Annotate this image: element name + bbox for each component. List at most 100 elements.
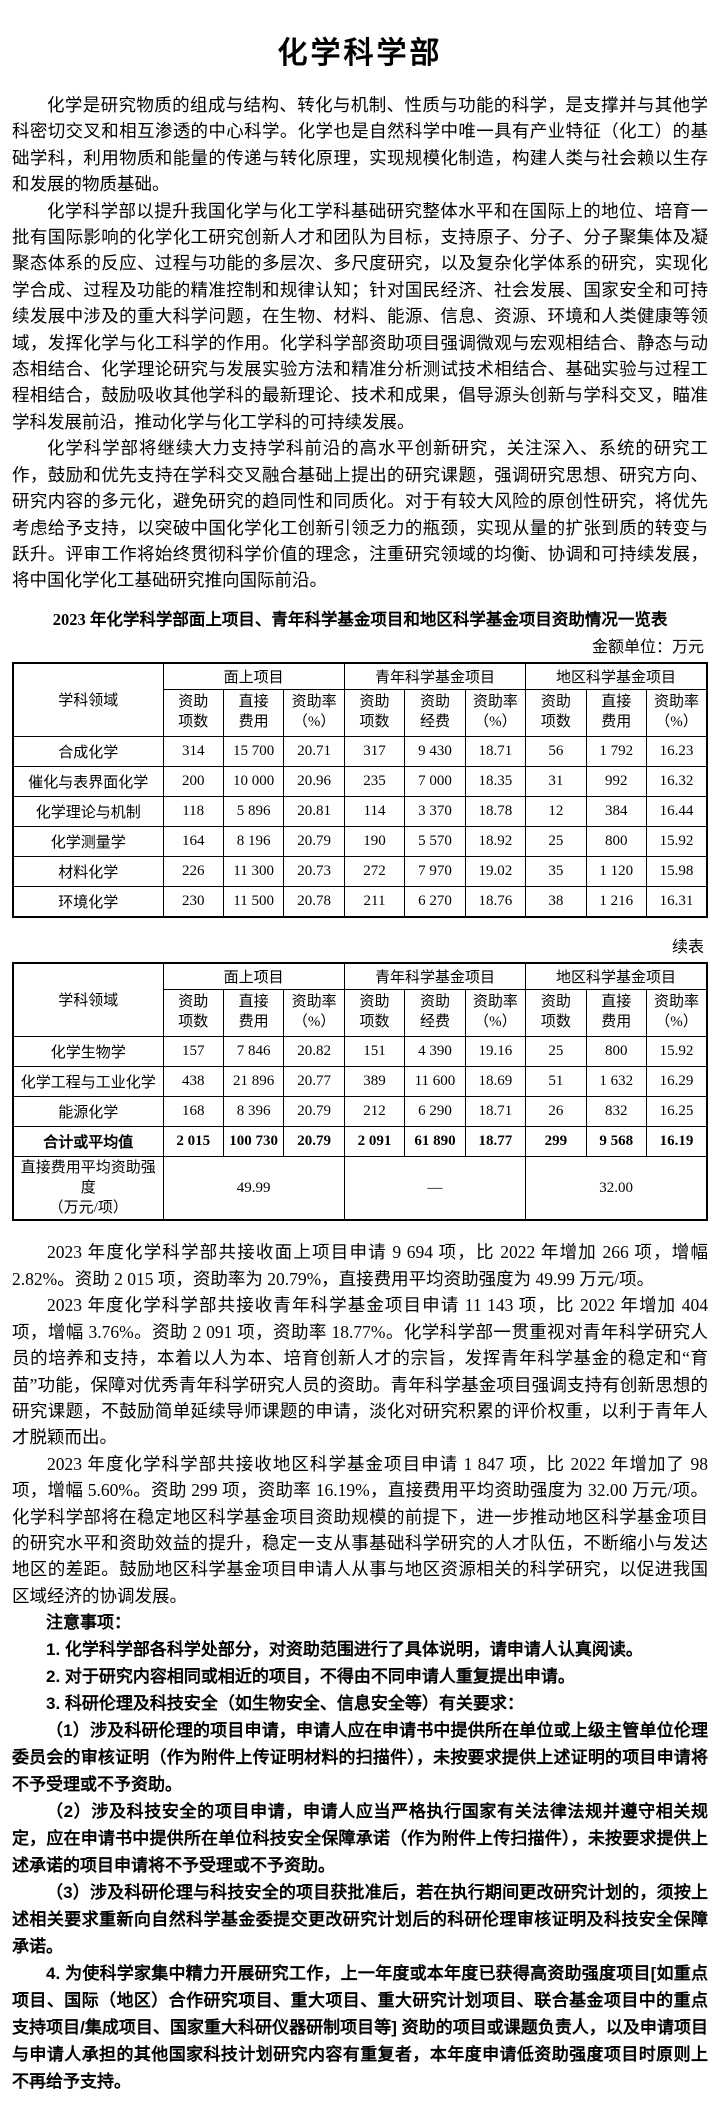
value-cell: 151 — [343, 1035, 406, 1067]
subject-cell: 化学测量学 — [12, 825, 164, 857]
value-cell: 832 — [585, 1095, 648, 1127]
value-cell: 18.78 — [464, 795, 527, 827]
value-cell: 6 290 — [404, 1095, 466, 1127]
value-cell: 1 120 — [585, 855, 648, 887]
value-cell: 1 632 — [585, 1065, 648, 1097]
value-cell: 7 000 — [404, 765, 466, 797]
value-cell: 21 896 — [222, 1065, 285, 1097]
table-header: 学科领域 面上项目 青年科学基金项目 地区科学基金项目 资助 项数 直接 费用 资助率 （%… — [12, 662, 708, 737]
value-cell: 3 370 — [404, 795, 466, 827]
value-cell: 8 196 — [222, 825, 285, 857]
column-header: 资助 项数 — [162, 988, 224, 1037]
header-cols-row: 资助 项数 直接 费用 资助率 （%） 资助 项数 资助 经费 资助率 （%） 资助 项数直… — [13, 988, 708, 1037]
table-row: 能源化学 168 8 396 20.79 212 6 290 18.71 26 832 16.25 — [12, 1095, 708, 1127]
value-cell: 235 — [343, 765, 406, 797]
value-cell: 56 — [525, 735, 587, 767]
table-row: 环境化学 230 11 500 20.78 211 6 270 18.76 38 1 216 16… — [12, 885, 708, 918]
subject-cell: 催化与表界面化学 — [12, 765, 164, 797]
value-cell: 2 091 — [343, 1125, 406, 1157]
value-cell: 26 — [525, 1095, 587, 1127]
value-cell: 9 568 — [585, 1125, 648, 1157]
group-header: 面上项目 — [162, 662, 345, 690]
value-cell: 61 890 — [404, 1125, 466, 1157]
value-cell: 230 — [162, 885, 224, 918]
table-row: 材料化学 226 11 300 20.73 272 7 970 19.02 35 1 120 15… — [12, 855, 708, 887]
value-cell: 18.92 — [464, 825, 527, 857]
subject-cell: 化学工程与工业化学 — [12, 1065, 164, 1097]
value-cell: 31 — [525, 765, 587, 797]
value-cell: 20.82 — [283, 1035, 345, 1067]
table-row: 化学测量学 164 8 196 20.79 190 5 570 18.92 25 800 15.9… — [12, 825, 708, 857]
value-cell: 18.71 — [464, 1095, 527, 1127]
column-header: 资助率 （%） — [464, 988, 527, 1037]
subject-cell: 环境化学 — [12, 885, 164, 918]
intensity-value-cell: — — [343, 1155, 527, 1221]
value-cell: 18.77 — [464, 1125, 527, 1157]
value-cell: 800 — [585, 1035, 648, 1067]
notes-items: 1. 化学科学部各科学处部分，对资助范围进行了具体说明，请申请人认真阅读。 2. … — [12, 1636, 708, 2095]
value-cell: 20.96 — [283, 765, 345, 797]
value-cell: 15.98 — [646, 855, 708, 887]
value-cell: 35 — [525, 855, 587, 887]
note-item: 3. 科研伦理及科技安全（如生物安全、信息安全等）有关要求： — [46, 1694, 524, 1714]
subject-cell: 材料化学 — [12, 855, 164, 887]
column-header: 资助 项数 — [343, 988, 406, 1037]
value-cell: 2 015 — [162, 1125, 224, 1157]
value-cell: 20.78 — [283, 885, 345, 918]
table-row: 化学生物学 157 7 846 20.82 151 4 390 19.16 25 800 15.9… — [12, 1035, 708, 1067]
value-cell: 16.23 — [646, 735, 708, 767]
column-header: 资助 项数 — [525, 688, 587, 737]
value-cell: 20.71 — [283, 735, 345, 767]
column-header: 直接 费用 — [585, 988, 648, 1037]
value-cell: 164 — [162, 825, 224, 857]
body-paragraph: 2023 年度化学科学部共接收面上项目申请 9 694 项，比 2022 年增加… — [12, 1242, 708, 1289]
value-cell: 7 846 — [222, 1035, 285, 1067]
note-item: 4. 为使科学家集中精力开展研究工作，上一年度或本年度已获得高资助强度项目[如重… — [12, 1964, 708, 2092]
subject-cell: 化学生物学 — [12, 1035, 164, 1067]
subject-cell: 化学理论与机制 — [12, 795, 164, 827]
table-row: 化学理论与机制 118 5 896 20.81 114 3 370 18.78 12 384 16… — [12, 795, 708, 827]
value-cell: 38 — [525, 885, 587, 918]
value-cell: 20.79 — [283, 1095, 345, 1127]
value-cell: 12 — [525, 795, 587, 827]
intensity-label-cell: 直接费用平均资助强度 （万元/项） — [12, 1155, 164, 1221]
group-header: 青年科学基金项目 — [343, 962, 527, 990]
header-group-row: 学科领域 面上项目 青年科学基金项目 地区科学基金项目 — [12, 962, 708, 1037]
value-cell: 7 970 — [404, 855, 466, 887]
table-row: 催化与表界面化学 200 10 000 20.96 235 7 000 18.35 31 992… — [12, 765, 708, 797]
value-cell: 20.79 — [283, 1125, 345, 1157]
value-cell: 190 — [343, 825, 406, 857]
table-body: 合成化学 314 15 700 20.71 317 9 430 18.71 56 1 792 16… — [12, 735, 708, 918]
value-cell: 18.71 — [464, 735, 527, 767]
value-cell: 992 — [585, 765, 648, 797]
value-cell: 1 216 — [585, 885, 648, 918]
column-header: 资助率 （%） — [646, 988, 708, 1037]
column-header: 直接 费用 — [222, 688, 285, 737]
funding-table-part2: 学科领域 面上项目 青年科学基金项目 地区科学基金项目 资助 项数 直接 费用 资助率 （%… — [12, 961, 708, 1222]
group-header: 地区科学基金项目 — [525, 662, 708, 690]
column-header: 直接 费用 — [585, 688, 648, 737]
intensity-row: 直接费用平均资助强度 （万元/项） 49.99—32.00 — [12, 1155, 708, 1221]
value-cell: 15 700 — [222, 735, 285, 767]
subject-cell: 合计或平均值 — [12, 1125, 164, 1157]
table-body: 化学生物学 157 7 846 20.82 151 4 390 19.16 25 800 15.9… — [12, 1035, 708, 1221]
value-cell: 384 — [585, 795, 648, 827]
funding-table-part1: 学科领域 面上项目 青年科学基金项目 地区科学基金项目 资助 项数 直接 费用 资助率 （%… — [12, 661, 708, 918]
corner-header: 学科领域 — [12, 962, 164, 1037]
column-header: 资助 经费 — [404, 988, 466, 1037]
column-header: 资助 项数 — [343, 688, 406, 737]
value-cell: 16.29 — [646, 1065, 708, 1097]
body-paragraph: 化学是研究物质的组成与结构、转化与机制、性质与功能的科学，是支撑并与其他学科密切… — [12, 95, 708, 195]
body-paragraph: 2023 年度化学科学部共接收地区科学基金项目申请 1 847 项，比 2022… — [12, 1453, 708, 1606]
value-cell: 18.69 — [464, 1065, 527, 1097]
group-header: 面上项目 — [162, 962, 345, 990]
intensity-value-cell: 49.99 — [162, 1155, 345, 1221]
value-cell: 211 — [343, 885, 406, 918]
value-cell: 25 — [525, 825, 587, 857]
subject-cell: 能源化学 — [12, 1095, 164, 1127]
notes-section: 注意事项： 1. 化学科学部各科学处部分，对资助范围进行了具体说明，请申请人认真… — [12, 1609, 708, 2095]
value-cell: 8 396 — [222, 1095, 285, 1127]
value-cell: 15.92 — [646, 825, 708, 857]
value-cell: 18.35 — [464, 765, 527, 797]
value-cell: 438 — [162, 1065, 224, 1097]
